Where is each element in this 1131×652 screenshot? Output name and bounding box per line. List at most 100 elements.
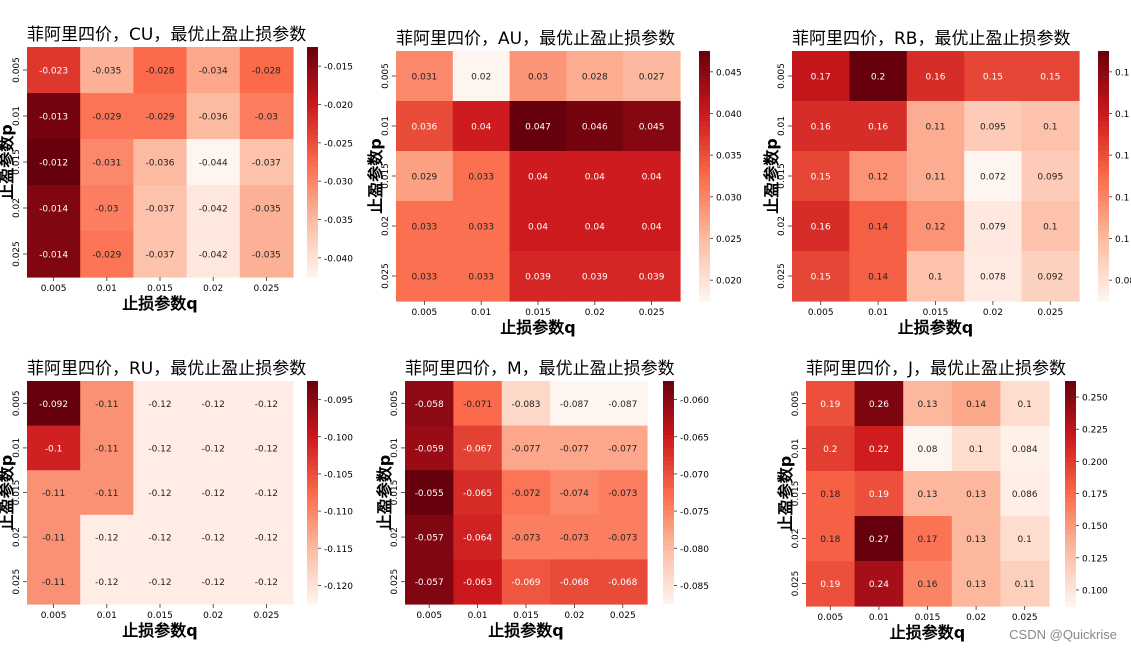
- colorbar-segment: [307, 496, 318, 502]
- colorbar-segment: [1098, 141, 1109, 147]
- y-tick-label: 0.015: [12, 149, 22, 175]
- y-tick-label: 0.025: [12, 241, 22, 267]
- colorbar-segment: [307, 590, 318, 596]
- cell-label: 0.19: [869, 490, 889, 500]
- colorbar-segment: [663, 412, 674, 418]
- heatmap-cell: [239, 381, 294, 427]
- colorbar-tick-label: 0.250: [1082, 394, 1108, 404]
- colorbar-segment: [307, 148, 318, 154]
- heatmap-cell: [792, 151, 850, 202]
- heatmap-cell: [405, 381, 454, 427]
- colorbar-segment: [1065, 543, 1076, 548]
- colorbar-segment: [307, 443, 318, 449]
- colorbar-segment: [1065, 552, 1076, 557]
- colorbar-segment: [1098, 221, 1109, 227]
- cell-label: 0.1: [1018, 535, 1032, 545]
- heatmap-cell: [186, 381, 241, 427]
- colorbar-tick-label: -0.030: [324, 178, 353, 188]
- colorbar-segment: [307, 599, 318, 605]
- colorbar-tick-label: -0.085: [680, 582, 709, 592]
- y-tick-label: 0.01: [381, 116, 391, 136]
- colorbar-segment: [307, 438, 318, 444]
- heatmap-cell: [550, 381, 600, 427]
- y-tick-label: 0.025: [12, 569, 22, 595]
- x-tick-label: 0.02: [203, 611, 223, 621]
- colorbar-segment: [307, 510, 318, 516]
- colorbar-tick-label: -0.110: [324, 508, 353, 518]
- colorbar-tick-label: -0.100: [324, 433, 353, 443]
- colorbar-segment: [1098, 151, 1109, 157]
- colorbar-segment: [307, 532, 318, 538]
- colorbar-segment: [699, 226, 710, 232]
- cell-label: 0.15: [1040, 73, 1060, 83]
- cell-label: -0.042: [199, 205, 228, 215]
- colorbar-segment: [699, 56, 710, 62]
- cell-label: -0.12: [255, 578, 278, 588]
- colorbar-segment: [1065, 511, 1076, 517]
- colorbar-segment: [1098, 296, 1109, 302]
- heatmap-cell: [133, 47, 188, 94]
- heatmap-cell: [849, 51, 908, 102]
- colorbar-segment: [1065, 385, 1076, 391]
- cell-label: 0.039: [525, 273, 551, 283]
- cell-label: 0.13: [966, 490, 986, 500]
- y-tick-label: 0.005: [390, 390, 400, 416]
- heatmap-cell: [80, 381, 134, 427]
- x-axis-label: 止损参数q: [122, 294, 197, 313]
- colorbar-segment: [1065, 480, 1076, 485]
- y-tick-label: 0.02: [12, 527, 22, 547]
- colorbar-segment: [1065, 412, 1076, 418]
- cell-label: -0.071: [463, 400, 492, 410]
- colorbar-segment: [663, 528, 674, 534]
- colorbar-segment: [663, 537, 674, 543]
- heatmap-cell: [598, 514, 648, 560]
- colorbar-segment: [1065, 556, 1076, 562]
- cell-label: 0.14: [868, 273, 888, 283]
- heatmap-cell: [452, 101, 511, 152]
- x-tick-label: 0.005: [41, 611, 67, 621]
- colorbar-segment: [307, 519, 318, 525]
- colorbar-segment: [699, 86, 710, 92]
- y-tick-label: 0.01: [777, 116, 787, 136]
- cell-label: -0.077: [511, 444, 540, 454]
- cell-label: 0.1: [969, 445, 983, 455]
- colorbar-segment: [663, 568, 674, 574]
- cell-label: 0.16: [925, 73, 945, 83]
- heatmap-cell: [186, 47, 241, 94]
- heatmap-cell: [792, 101, 850, 152]
- cell-label: 0.072: [980, 173, 1006, 183]
- colorbar-segment: [307, 528, 318, 534]
- cell-label: -0.12: [202, 400, 225, 410]
- x-axis-label: 止损参数q: [898, 318, 973, 337]
- cell-label: 0.27: [869, 535, 889, 545]
- heatmap-cell: [906, 201, 965, 252]
- heatmap-cell: [849, 101, 908, 152]
- heatmap-cell: [27, 559, 81, 605]
- x-tick-label: 0.02: [983, 308, 1003, 318]
- cell-label: -0.012: [39, 159, 68, 169]
- colorbar-segment: [307, 505, 318, 511]
- cell-label: 0.084: [1012, 445, 1038, 455]
- colorbar-segment: [1065, 507, 1076, 512]
- cell-label: 0.17: [811, 73, 831, 83]
- colorbar-segment: [307, 180, 318, 186]
- colorbar-segment: [699, 231, 710, 237]
- colorbar-segment: [307, 194, 318, 200]
- x-tick-label: 0.005: [808, 308, 834, 318]
- colorbar-segment: [1098, 256, 1109, 262]
- cell-label: -0.058: [415, 400, 444, 410]
- heatmap-cell: [509, 201, 567, 252]
- cell-label: -0.068: [608, 578, 637, 588]
- colorbar-segment: [307, 272, 318, 278]
- cell-label: -0.055: [415, 489, 444, 499]
- cell-label: -0.074: [560, 489, 589, 499]
- colorbar-segment: [307, 389, 318, 395]
- heatmap-cell: [550, 514, 600, 560]
- colorbar-segment: [663, 599, 674, 605]
- cell-label: -0.12: [148, 578, 171, 588]
- cell-label: -0.031: [92, 159, 121, 169]
- colorbar-segment: [307, 474, 318, 480]
- cell-label: 0.045: [639, 123, 665, 133]
- cell-label: -0.035: [252, 205, 281, 215]
- colorbar-segment: [699, 101, 710, 107]
